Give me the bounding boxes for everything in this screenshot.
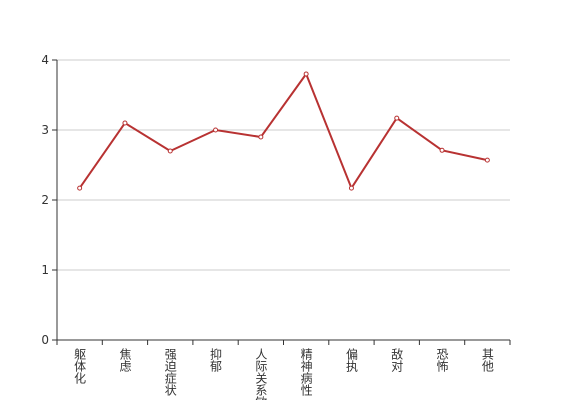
x-tick-label: 恐怖 — [435, 348, 449, 372]
x-tick-label: 敌对 — [390, 347, 404, 372]
x-tick-label: 精神病性 — [299, 348, 313, 397]
x-tick-label: 其他 — [480, 348, 494, 372]
point — [394, 115, 400, 121]
x-tick-label: 偏执 — [344, 347, 358, 373]
point — [348, 185, 354, 191]
point — [258, 134, 264, 140]
y-tick-label: 0 — [41, 333, 49, 347]
point — [122, 120, 128, 126]
point — [484, 157, 490, 163]
y-tick-label: 2 — [41, 193, 49, 207]
y-tick-label: 4 — [41, 53, 49, 67]
point — [77, 185, 83, 191]
line — [78, 71, 488, 191]
point — [303, 71, 309, 77]
point — [167, 148, 173, 154]
point — [439, 147, 445, 153]
x-tick-label: 人际关系敏感 — [254, 348, 268, 400]
y-tick-label: 1 — [41, 263, 49, 277]
x-tick-label: 焦虑 — [118, 348, 132, 372]
y-tick-label: 3 — [41, 123, 49, 137]
x-tick-label: 强迫症状 — [163, 348, 177, 396]
x-tick-label: 躯体化 — [73, 347, 87, 385]
x-tick-label: 抑郁 — [209, 347, 223, 373]
point — [213, 127, 219, 133]
